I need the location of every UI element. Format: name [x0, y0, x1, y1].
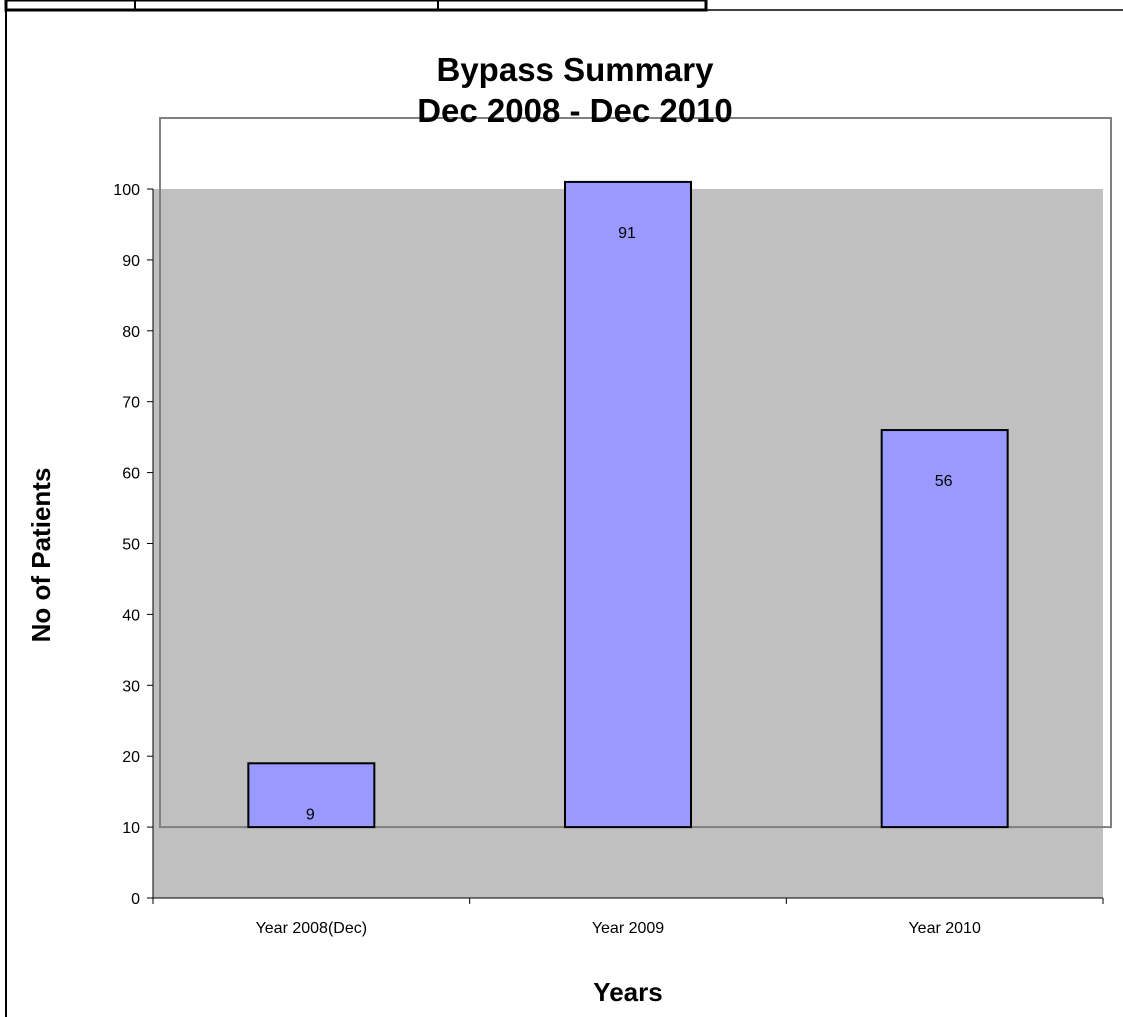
x-axis: Year 2008(Dec) Year 2009 Year 2010	[153, 898, 1103, 937]
data-label: 91	[618, 225, 636, 242]
y-tick-label: 20	[122, 749, 140, 766]
y-tick-label: 70	[122, 395, 140, 412]
x-axis-title: Years	[593, 977, 662, 1007]
x-tick-label: Year 2008(Dec)	[256, 920, 367, 937]
y-axis: 0 10 20 30 40 50 60 70 80 90 100	[113, 182, 153, 908]
data-label: 9	[306, 806, 315, 823]
x-tick-label: Year 2010	[908, 920, 980, 937]
y-tick-label: 80	[122, 324, 140, 341]
y-tick-label: 100	[113, 182, 140, 199]
y-tick-label: 50	[122, 537, 140, 554]
y-tick-label: 0	[131, 891, 140, 908]
y-tick-label: 10	[122, 820, 140, 837]
y-axis-title: No of Patients	[26, 468, 56, 643]
chart-subtitle: Dec 2008 - Dec 2010	[417, 92, 733, 129]
y-tick-label: 90	[122, 253, 140, 270]
y-tick-label: 40	[122, 607, 140, 624]
data-label: 56	[935, 473, 953, 490]
y-tick-label: 60	[122, 466, 140, 483]
chart-title: Bypass Summary	[437, 51, 715, 88]
y-tick-label: 30	[122, 678, 140, 695]
x-tick-label: Year 2009	[592, 920, 664, 937]
bar	[565, 182, 691, 827]
